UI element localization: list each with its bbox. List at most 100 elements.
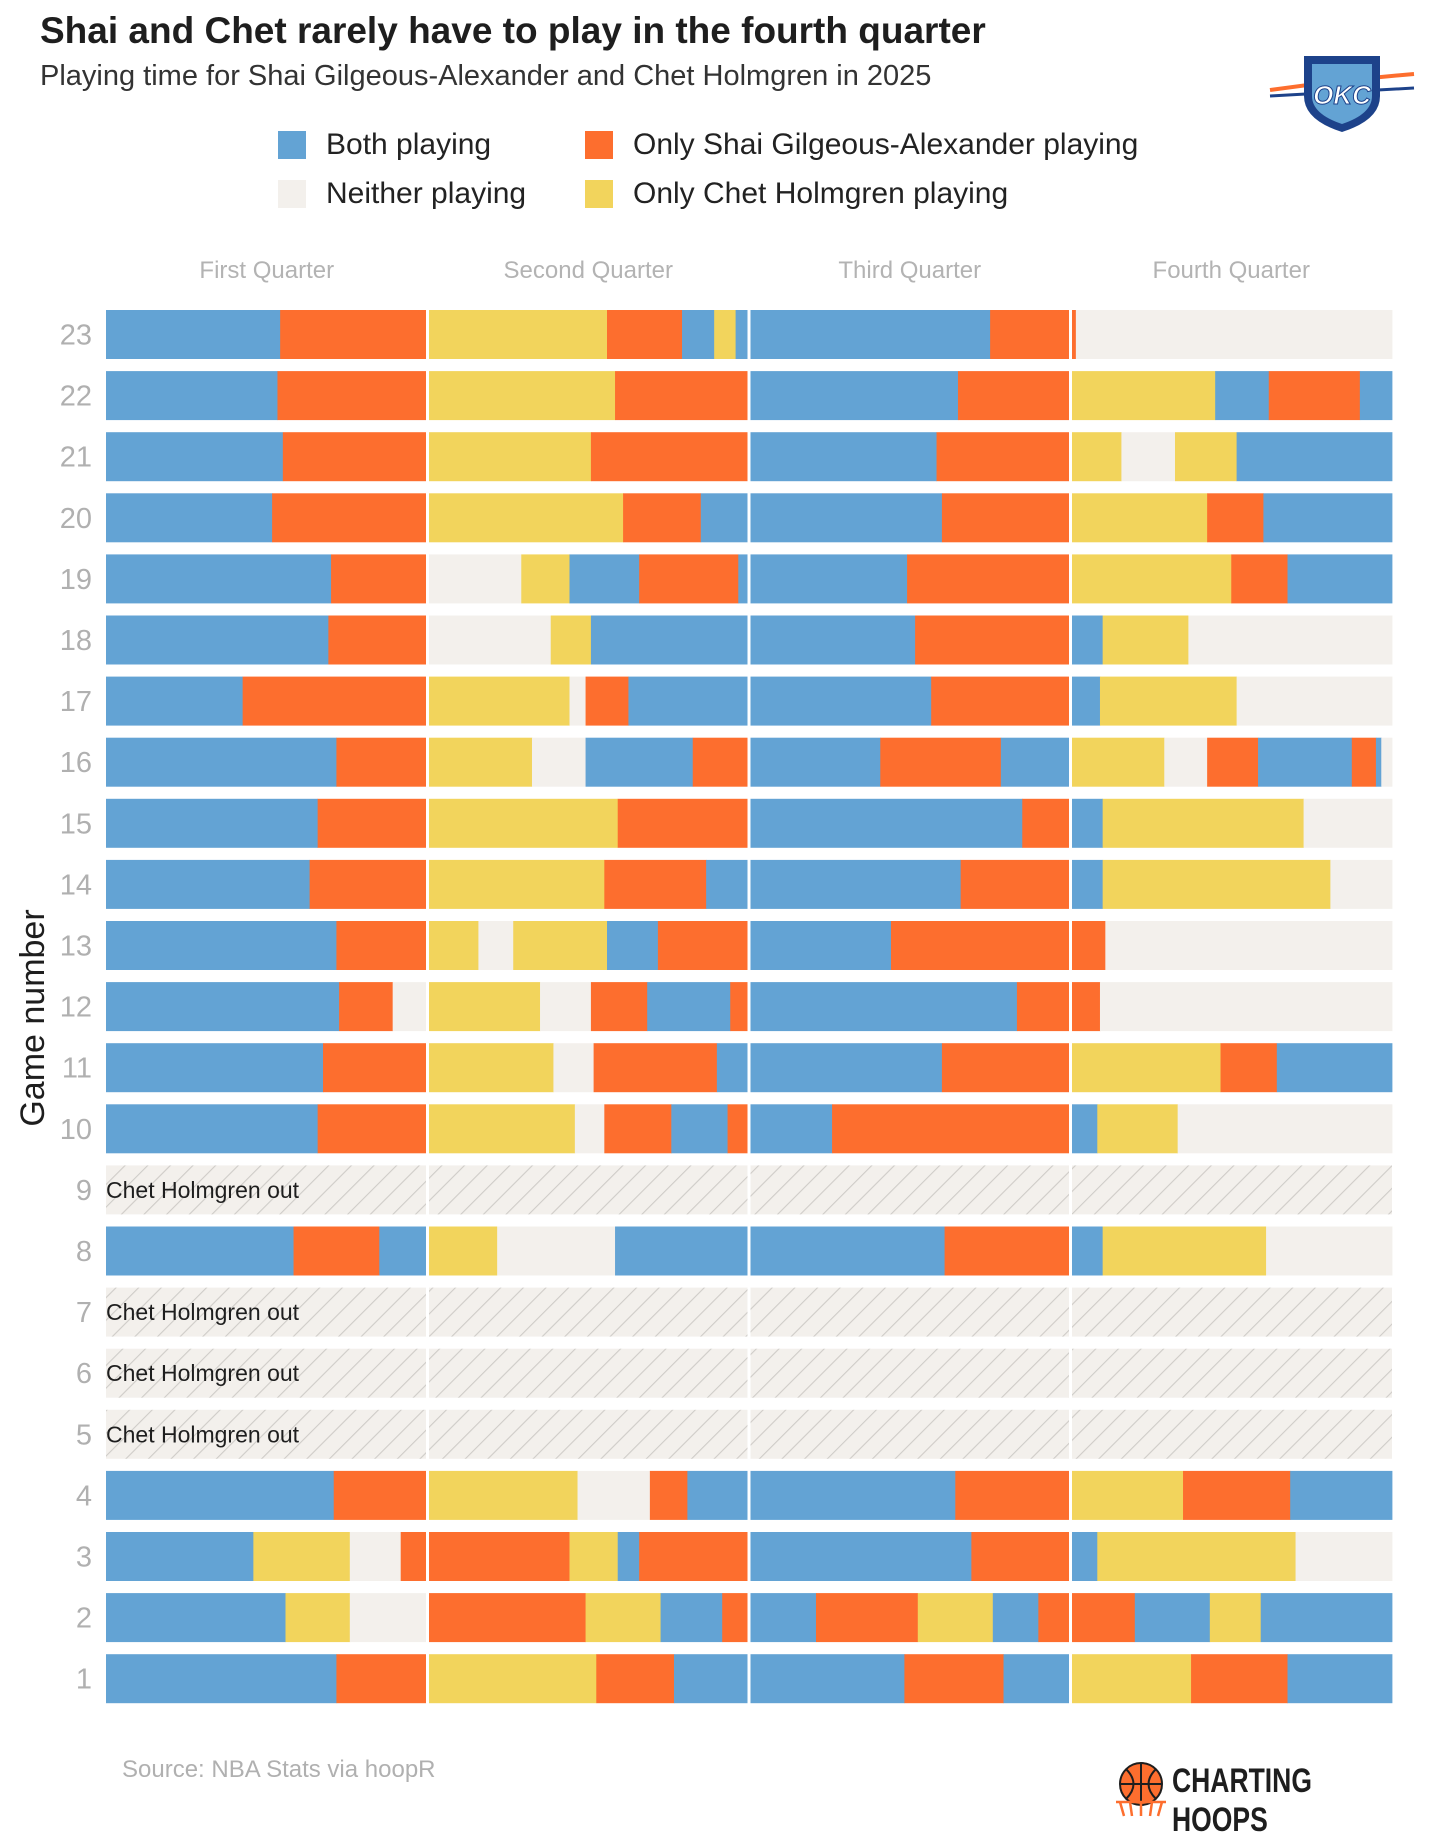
segment-both <box>585 737 694 787</box>
playing-time-chart: First Quarter Second Quarter Third Quarter… <box>14 257 1393 1704</box>
segment-shai <box>339 982 394 1032</box>
segment-chet <box>1070 493 1208 543</box>
game-number-label: 20 <box>60 503 92 535</box>
segment-chet <box>1099 676 1238 726</box>
segment-both <box>1070 859 1104 909</box>
segment-shai <box>427 1593 586 1643</box>
segment-both <box>749 1104 833 1154</box>
segment-shai <box>727 1104 750 1154</box>
segment-both <box>106 798 319 848</box>
legend-label: Only Chet Holmgren playing <box>633 177 1009 210</box>
game-row: 21 <box>60 432 1393 482</box>
segment-both <box>106 737 337 787</box>
segment-neither <box>540 982 592 1032</box>
segment-both <box>1070 1532 1098 1581</box>
game-number-label: 3 <box>76 1542 92 1574</box>
segment-chet <box>427 493 624 543</box>
segment-shai <box>1183 1470 1291 1520</box>
segment-shai <box>317 1104 428 1154</box>
segment-shai <box>931 676 1071 726</box>
segment-both <box>673 1654 750 1704</box>
segment-both <box>1276 1043 1393 1093</box>
segment-shai <box>639 1532 750 1581</box>
segment-shai <box>990 310 1077 359</box>
segment-both <box>106 1104 319 1154</box>
game-number-label: 14 <box>60 869 92 901</box>
quarter-label: Third Quarter <box>838 257 981 284</box>
segment-both <box>749 1043 943 1093</box>
segment-both <box>617 1532 640 1581</box>
segment-both <box>749 1470 956 1520</box>
segment-both <box>106 982 340 1032</box>
segment-neither <box>349 1532 402 1581</box>
game-number-label: 10 <box>60 1114 92 1146</box>
segment-neither <box>1177 1104 1393 1154</box>
game-row: 12 <box>60 982 1393 1032</box>
brand-name: CHARTING HOOPS <box>1172 1762 1312 1839</box>
game-number-label: 19 <box>60 564 92 596</box>
segment-both <box>749 1593 817 1643</box>
game-row: 9 Chet Holmgren out <box>76 1165 1392 1215</box>
game-number-label: 6 <box>76 1358 92 1390</box>
segment-shai <box>692 737 750 787</box>
segment-both <box>106 371 278 421</box>
segment-chet <box>427 1226 498 1276</box>
segment-both <box>106 1043 324 1093</box>
segment-shai <box>1070 1593 1136 1643</box>
player-out-label: Chet Holmgren out <box>106 1421 300 1447</box>
segment-shai <box>657 921 750 970</box>
segment-both <box>106 676 244 726</box>
segment-shai <box>936 432 1071 482</box>
segment-both <box>379 1226 428 1276</box>
basketball-icon <box>1116 1762 1166 1817</box>
segment-neither <box>1099 982 1393 1032</box>
game-number-label: 8 <box>76 1236 92 1268</box>
segment-chet <box>427 1654 597 1704</box>
segment-both <box>106 859 311 909</box>
segment-both <box>106 921 337 970</box>
segment-both <box>749 371 959 421</box>
segment-shai <box>941 1043 1071 1093</box>
quarter-label: Fourth Quarter <box>1153 257 1310 284</box>
segment-shai <box>400 1532 428 1581</box>
segment-both <box>106 615 329 665</box>
segment-both <box>106 1593 286 1643</box>
segment-neither <box>427 615 552 665</box>
segment-shai <box>1207 737 1259 787</box>
segment-shai <box>1191 1654 1288 1704</box>
segment-neither <box>1303 798 1393 848</box>
logo-text: OKC <box>1313 80 1372 110</box>
segment-neither <box>1266 1226 1393 1276</box>
segment-chet <box>427 310 608 359</box>
game-row: 1 <box>76 1654 1393 1704</box>
segment-shai <box>590 432 750 482</box>
segment-neither <box>1121 432 1176 482</box>
segment-shai <box>585 676 629 726</box>
segment-chet <box>427 676 570 726</box>
segment-shai <box>815 1593 919 1643</box>
segment-shai <box>593 1043 718 1093</box>
game-number-label: 23 <box>60 320 92 352</box>
segment-chet <box>1209 1593 1262 1643</box>
segment-shai <box>317 798 428 848</box>
legend-swatch-neither <box>278 180 306 208</box>
segment-neither <box>1188 615 1393 665</box>
segment-chet <box>550 615 592 665</box>
segment-neither <box>392 982 428 1032</box>
game-row: 16 <box>60 737 1393 787</box>
segment-chet <box>253 1532 351 1581</box>
segment-chet <box>427 1043 554 1093</box>
segment-chet <box>1102 859 1331 909</box>
game-number-label: 11 <box>62 1053 92 1085</box>
segment-both <box>1236 432 1393 482</box>
segment-shai <box>328 615 428 665</box>
segment-chet <box>285 1593 351 1643</box>
segment-shai <box>277 371 428 421</box>
game-row: 10 <box>60 1104 1393 1154</box>
segment-both <box>749 493 943 543</box>
segment-both <box>660 1593 723 1643</box>
game-row: 14 <box>60 859 1393 909</box>
segment-both <box>615 1226 750 1276</box>
segment-chet <box>427 432 592 482</box>
